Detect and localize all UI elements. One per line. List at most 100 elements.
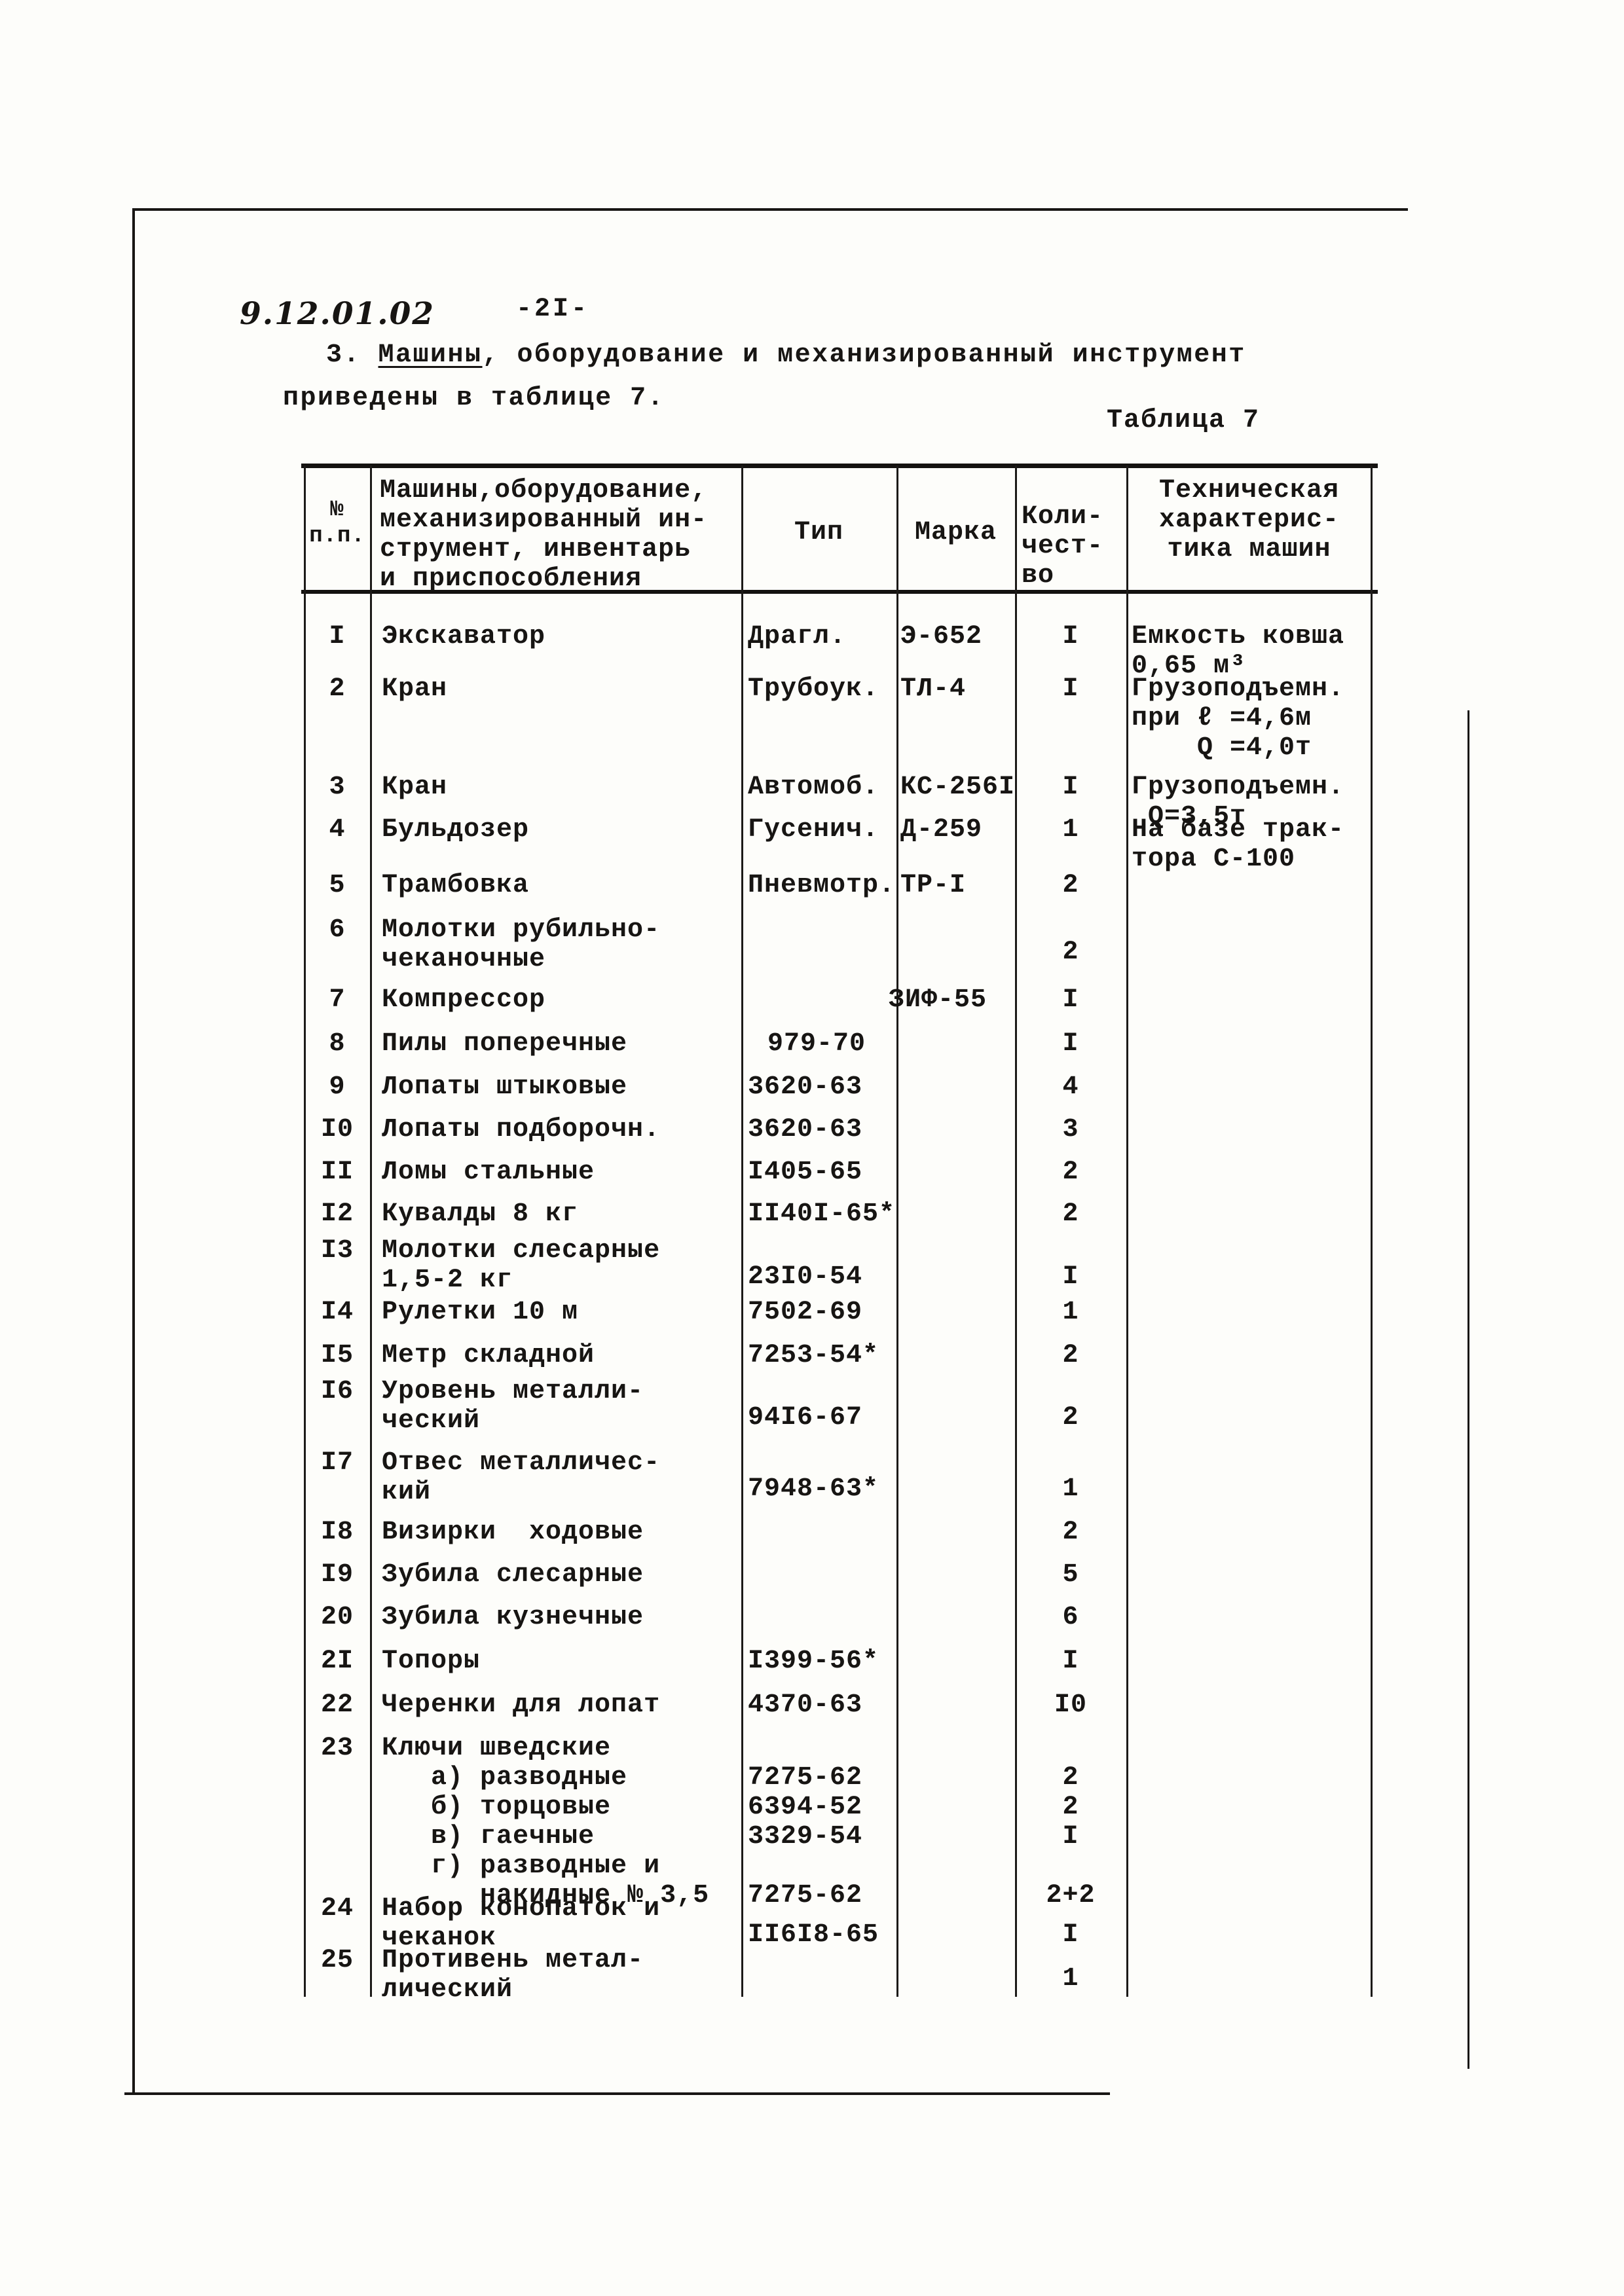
cell-type: I399-56* bbox=[748, 1647, 879, 1676]
cell-type: Пневмотр. bbox=[748, 871, 896, 900]
cell-mark bbox=[896, 1647, 1015, 1676]
column-divider-mark bbox=[1015, 465, 1017, 1997]
cell-qty: I bbox=[1062, 1262, 1079, 1292]
cell-qty: 6 bbox=[1062, 1603, 1079, 1632]
cell-spec bbox=[1126, 985, 1372, 1015]
table-row: 5 Трамбовка Пневмотр. ТР-I 2 bbox=[304, 871, 1372, 900]
column-divider-num bbox=[370, 465, 372, 1997]
cell-name: Противень метал- лический bbox=[382, 1946, 644, 2005]
cell-qty: 2 bbox=[1062, 938, 1079, 967]
cell-type: Трубоук. bbox=[748, 674, 879, 704]
cell-num: 7 bbox=[329, 985, 346, 1015]
cell-name: Ломы стальные bbox=[382, 1157, 595, 1187]
table-row: I5 Метр складной 7253-54* 2 bbox=[304, 1341, 1372, 1370]
cell-num: 6 bbox=[329, 915, 346, 945]
table-row: I8 Визирки ходовые 2 bbox=[304, 1518, 1372, 1547]
cell-type: 7275-62 6394-52 3329-54 7275-62 bbox=[748, 1763, 863, 1910]
cell-spec: Грузоподъемн. Q=3,5т bbox=[1132, 773, 1345, 831]
cell-qty: I bbox=[1062, 773, 1079, 802]
cell-qty: 2 bbox=[1062, 1341, 1079, 1370]
intro-paragraph-line1: 3. Машины, оборудование и механизированн… bbox=[326, 340, 1246, 370]
cell-qty: 1 bbox=[1062, 1964, 1079, 1994]
cell-name: Экскаватор bbox=[382, 622, 546, 651]
table-row: 24 Набор конопаток и чеканок II6I8-65 I bbox=[304, 1894, 1372, 1953]
cell-num: I bbox=[329, 622, 346, 651]
cell-num: I6 bbox=[320, 1377, 354, 1406]
cell-num: I9 bbox=[320, 1560, 354, 1590]
cell-name: Кувалды 8 кг bbox=[382, 1199, 579, 1229]
cell-type: II6I8-65 bbox=[748, 1920, 879, 1950]
table-row: 23 Ключи шведские а) разводные б) торцовы… bbox=[304, 1734, 1372, 1910]
cell-qty: 1 bbox=[1062, 1474, 1079, 1504]
header-type: Тип bbox=[794, 518, 843, 547]
table-row: I3 Молотки слесарные 1,5-2 кг 23I0-54 I bbox=[304, 1236, 1372, 1295]
table-row: I6 Уровень металли- ческий 94I6-67 2 bbox=[304, 1377, 1372, 1436]
cell-type bbox=[741, 1518, 896, 1547]
cell-num: 9 bbox=[329, 1072, 346, 1102]
cell-spec bbox=[1126, 1894, 1372, 1953]
cell-name: Зубила кузнечные bbox=[382, 1603, 644, 1632]
cell-name: Визирки ходовые bbox=[382, 1518, 644, 1547]
cell-mark bbox=[896, 1157, 1015, 1187]
cell-spec bbox=[1126, 1377, 1372, 1436]
document-number: 9.12.01.02 bbox=[240, 296, 435, 332]
intro-rest: , оборудование и механизированный инстру… bbox=[482, 340, 1246, 370]
cell-type: 7502-69 bbox=[748, 1298, 863, 1327]
cell-mark bbox=[896, 1603, 1015, 1632]
cell-type: Автомоб. bbox=[748, 773, 879, 802]
cell-qty: I0 bbox=[1054, 1690, 1087, 1720]
cell-qty: 2 bbox=[1062, 871, 1079, 900]
cell-qty: I bbox=[1062, 622, 1079, 651]
cell-qty: 2 bbox=[1062, 1403, 1079, 1432]
cell-spec bbox=[1126, 1647, 1372, 1676]
cell-type: 23I0-54 bbox=[748, 1262, 863, 1292]
cell-spec bbox=[1126, 915, 1372, 974]
table-row: 7 Компрессор ЗИФ-55 I bbox=[304, 985, 1372, 1015]
header-num: № п.п. bbox=[309, 498, 365, 549]
table-row: 2 Кран Трубоук. ТЛ-4 I Грузоподъемн. при ℓ =4… bbox=[304, 674, 1372, 763]
cell-mark bbox=[896, 915, 1015, 974]
cell-name: Молотки слесарные 1,5-2 кг bbox=[382, 1236, 661, 1295]
cell-num: 22 bbox=[320, 1690, 354, 1720]
table-header-separator bbox=[301, 590, 1378, 594]
cell-qty: 5 bbox=[1062, 1560, 1079, 1590]
cell-num: 2 bbox=[329, 674, 346, 704]
table-caption: Таблица 7 bbox=[1107, 406, 1261, 435]
table-top-border bbox=[301, 464, 1378, 468]
cell-qty: 2 bbox=[1062, 1157, 1079, 1187]
cell-name: Ключи шведские а) разводные б) торцовые … bbox=[382, 1734, 710, 1910]
cell-mark: КС-256I bbox=[900, 773, 1016, 802]
cell-spec bbox=[1126, 1298, 1372, 1327]
cell-type: 3620-63 bbox=[748, 1115, 863, 1144]
cell-type bbox=[741, 1603, 896, 1632]
table-row: II Ломы стальные I405-65 2 bbox=[304, 1157, 1372, 1187]
cell-mark bbox=[896, 1448, 1015, 1507]
cell-type: 979-70 bbox=[767, 1029, 866, 1059]
cell-mark: ТЛ-4 bbox=[900, 674, 967, 704]
cell-type: Драгл. bbox=[748, 622, 847, 651]
page-border-left bbox=[132, 210, 135, 2095]
cell-mark bbox=[896, 1734, 1015, 1910]
cell-qty: 4 bbox=[1062, 1072, 1079, 1102]
cell-qty: I bbox=[1062, 1029, 1079, 1059]
intro-paragraph-line2: приведены в таблице 7. bbox=[283, 384, 665, 413]
table-border-right bbox=[1371, 465, 1373, 1997]
cell-qty: 1 bbox=[1062, 815, 1079, 845]
cell-name: Кран bbox=[382, 674, 448, 704]
cell-name: Трамбовка bbox=[382, 871, 530, 900]
cell-spec bbox=[1126, 1029, 1372, 1059]
cell-type bbox=[741, 1946, 896, 2005]
cell-qty: I bbox=[1062, 985, 1079, 1015]
cell-name: Отвес металличес- кий bbox=[382, 1448, 661, 1507]
cell-spec bbox=[1126, 1236, 1372, 1295]
cell-qty: I bbox=[1062, 1647, 1079, 1676]
cell-type: 7253-54* bbox=[748, 1341, 879, 1370]
cell-name: Лопаты подборочн. bbox=[382, 1115, 661, 1144]
cell-type: I405-65 bbox=[748, 1157, 863, 1187]
table-row: 6 Молотки рубильно- чеканочные 2 bbox=[304, 915, 1372, 974]
cell-spec: На базе трак- тора С-100 bbox=[1132, 815, 1345, 874]
table-row: I9 Зубила слесарные 5 bbox=[304, 1560, 1372, 1590]
cell-spec bbox=[1126, 1341, 1372, 1370]
cell-spec bbox=[1126, 1518, 1372, 1547]
